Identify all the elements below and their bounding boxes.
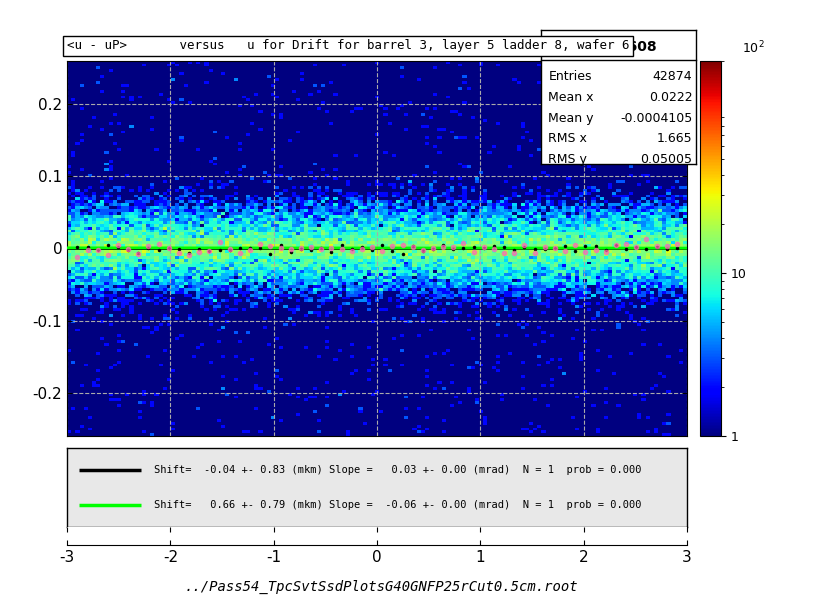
Text: -0.0004105: -0.0004105 [620,112,692,125]
Text: RMS x: RMS x [548,132,587,145]
Text: 1.665: 1.665 [657,132,692,145]
Text: RMS y: RMS y [548,153,587,166]
Text: Shift=   0.66 +- 0.79 (mkm) Slope =  -0.06 +- 0.00 (mrad)  N = 1  prob = 0.000: Shift= 0.66 +- 0.79 (mkm) Slope = -0.06 … [154,500,641,510]
Text: Entries: Entries [548,70,592,83]
Text: $10^2$: $10^2$ [742,39,764,56]
Text: 42874: 42874 [653,70,692,83]
Text: Shift=  -0.04 +- 0.83 (mkm) Slope =   0.03 +- 0.00 (mrad)  N = 1  prob = 0.000: Shift= -0.04 +- 0.83 (mkm) Slope = 0.03 … [154,465,641,476]
Text: duuP5608: duuP5608 [579,39,657,54]
Text: ../Pass54_TpcSvtSsdPlotsG40GNFP25rCut0.5cm.root: ../Pass54_TpcSvtSsdPlotsG40GNFP25rCut0.5… [184,580,578,594]
Text: <u - uP>       versus   u for Drift for barrel 3, layer 5 ladder 8, wafer 6: <u - uP> versus u for Drift for barrel 3… [67,39,629,52]
Text: 0.05005: 0.05005 [640,153,692,166]
Text: Mean y: Mean y [548,112,594,125]
Text: Mean x: Mean x [548,91,594,104]
Text: 0.0222: 0.0222 [649,91,692,104]
